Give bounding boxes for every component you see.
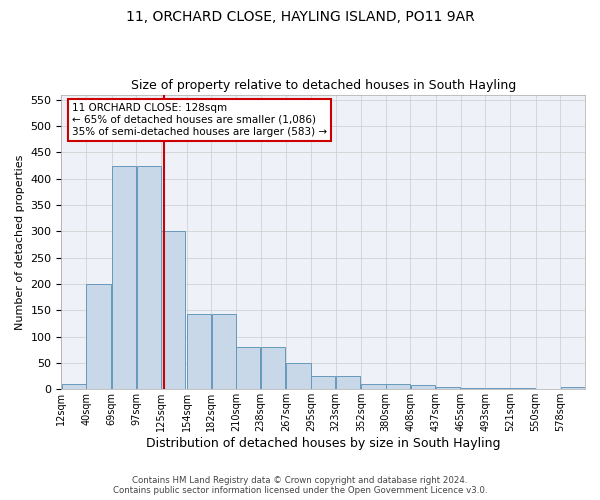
Bar xyxy=(161,232,185,390)
Title: Size of property relative to detached houses in South Hayling: Size of property relative to detached ho… xyxy=(131,79,516,92)
Bar xyxy=(436,386,460,390)
Bar xyxy=(62,384,86,390)
Bar xyxy=(311,376,335,390)
Text: Contains HM Land Registry data © Crown copyright and database right 2024.
Contai: Contains HM Land Registry data © Crown c… xyxy=(113,476,487,495)
Bar xyxy=(212,314,236,390)
Bar xyxy=(261,347,285,390)
Bar xyxy=(361,384,386,390)
Bar xyxy=(137,166,161,390)
Bar xyxy=(560,386,585,390)
Text: 11, ORCHARD CLOSE, HAYLING ISLAND, PO11 9AR: 11, ORCHARD CLOSE, HAYLING ISLAND, PO11 … xyxy=(125,10,475,24)
Bar xyxy=(485,388,510,390)
Bar xyxy=(236,347,260,390)
Bar xyxy=(187,314,211,390)
Bar xyxy=(336,376,360,390)
Bar xyxy=(386,384,410,390)
Bar xyxy=(461,388,485,390)
Bar xyxy=(511,388,535,390)
Y-axis label: Number of detached properties: Number of detached properties xyxy=(15,154,25,330)
Bar xyxy=(112,166,136,390)
Bar xyxy=(86,284,110,390)
X-axis label: Distribution of detached houses by size in South Hayling: Distribution of detached houses by size … xyxy=(146,437,500,450)
Bar xyxy=(286,363,311,390)
Text: 11 ORCHARD CLOSE: 128sqm
← 65% of detached houses are smaller (1,086)
35% of sem: 11 ORCHARD CLOSE: 128sqm ← 65% of detach… xyxy=(72,104,327,136)
Bar xyxy=(411,385,435,390)
